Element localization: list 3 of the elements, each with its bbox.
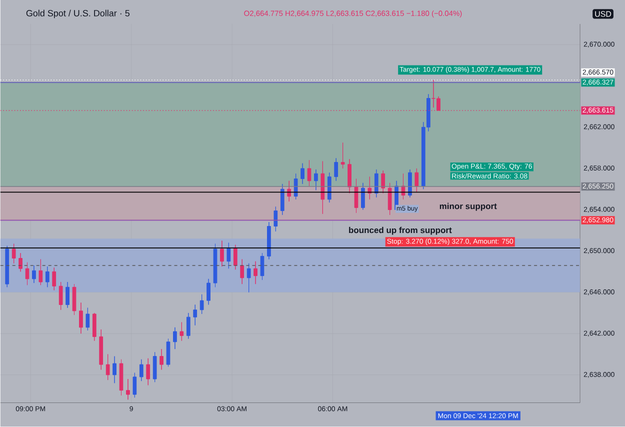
chart-title: Gold Spot / U.S. Dollar · 5 <box>26 10 130 18</box>
annotation: bounced up from support <box>349 227 452 235</box>
annotation: minor support <box>440 203 497 211</box>
